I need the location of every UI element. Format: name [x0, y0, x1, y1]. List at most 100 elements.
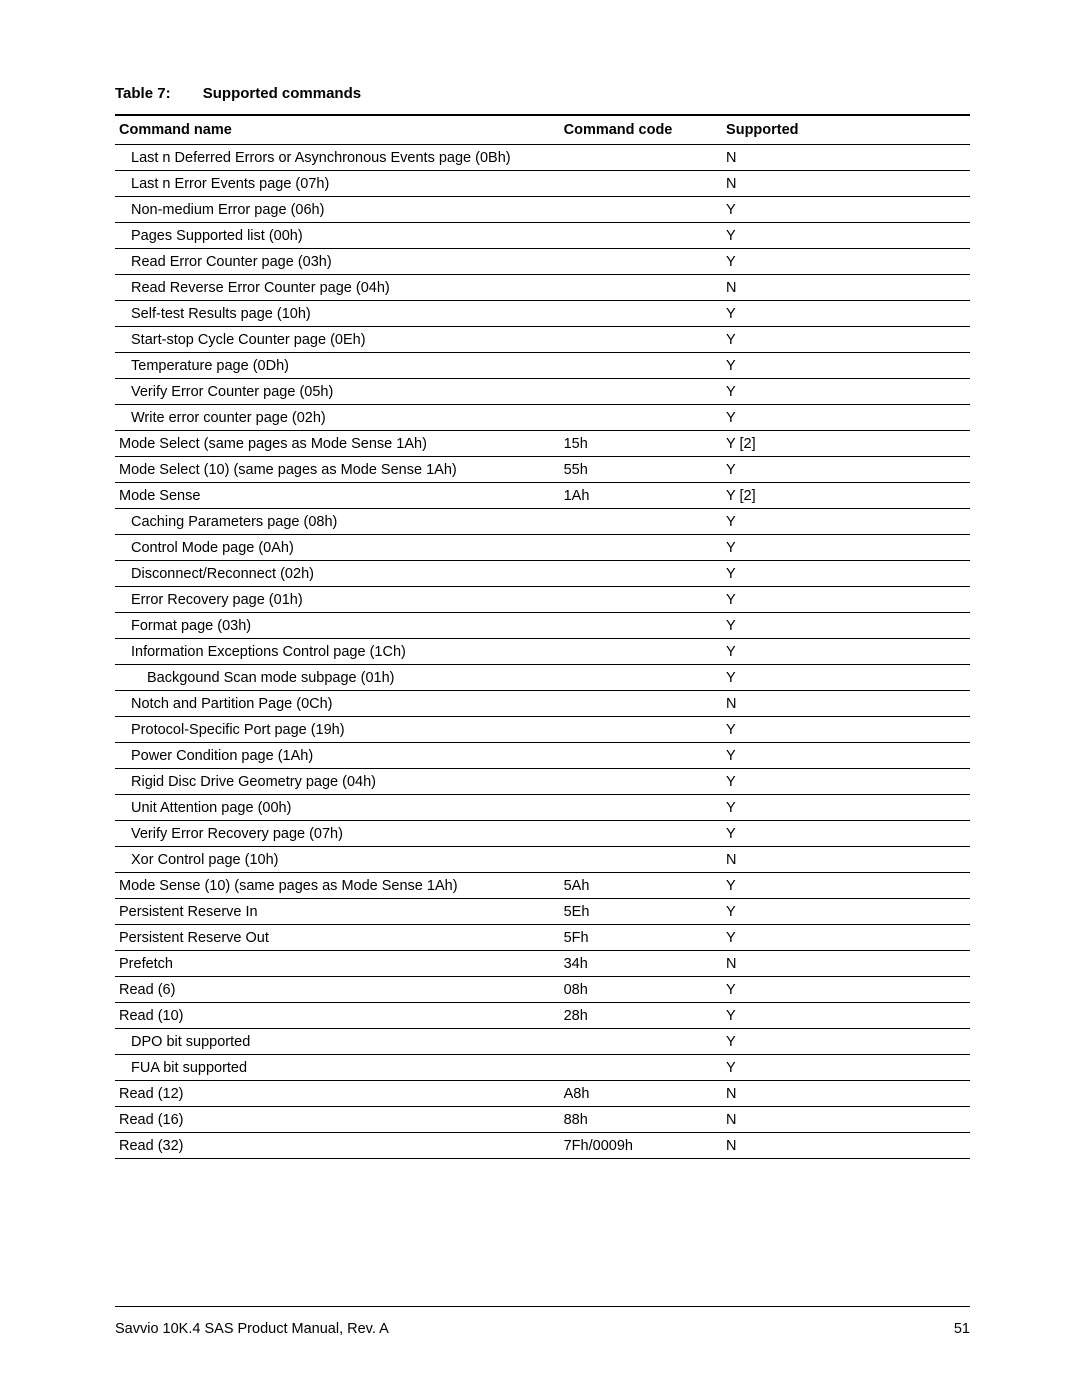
- table-row: Unit Attention page (00h)Y: [115, 795, 970, 821]
- cell-command-code: [560, 301, 722, 327]
- table-row: Persistent Reserve In5EhY: [115, 899, 970, 925]
- cell-command-name: Xor Control page (10h): [115, 847, 560, 873]
- cell-command-name: Verify Error Counter page (05h): [115, 379, 560, 405]
- cell-supported: Y: [722, 639, 970, 665]
- cell-command-code: 34h: [560, 951, 722, 977]
- table-number: Table 7:: [115, 85, 171, 102]
- cell-command-code: [560, 379, 722, 405]
- table-row: Power Condition page (1Ah)Y: [115, 743, 970, 769]
- footer-left: Savvio 10K.4 SAS Product Manual, Rev. A: [115, 1321, 389, 1337]
- table-row: Protocol-Specific Port page (19h) Y: [115, 717, 970, 743]
- cell-command-code: 5Fh: [560, 925, 722, 951]
- footer-right: 51: [954, 1321, 970, 1337]
- cell-command-code: [560, 171, 722, 197]
- table-row: Read (10)28hY: [115, 1003, 970, 1029]
- table-row: Read (32)7Fh/0009hN: [115, 1133, 970, 1159]
- cell-command-code: 1Ah: [560, 483, 722, 509]
- table-row: Read Reverse Error Counter page (04h)N: [115, 275, 970, 301]
- table-row: Mode Select (same pages as Mode Sense 1A…: [115, 431, 970, 457]
- cell-supported: Y: [722, 301, 970, 327]
- cell-command-name: Rigid Disc Drive Geometry page (04h): [115, 769, 560, 795]
- cell-supported: Y: [722, 405, 970, 431]
- table-row: DPO bit supportedY: [115, 1029, 970, 1055]
- cell-supported: N: [722, 275, 970, 301]
- cell-command-name: Mode Select (10) (same pages as Mode Sen…: [115, 457, 560, 483]
- cell-command-code: [560, 145, 722, 171]
- cell-command-name: Notch and Partition Page (0Ch): [115, 691, 560, 717]
- cell-command-code: [560, 613, 722, 639]
- cell-supported: Y: [722, 223, 970, 249]
- cell-supported: Y: [722, 769, 970, 795]
- cell-command-code: [560, 769, 722, 795]
- table-row: Write error counter page (02h) Y: [115, 405, 970, 431]
- col-header-name: Command name: [115, 115, 560, 145]
- cell-command-name: Last n Error Events page (07h): [115, 171, 560, 197]
- cell-command-code: [560, 327, 722, 353]
- cell-command-name: Unit Attention page (00h): [115, 795, 560, 821]
- cell-command-code: A8h: [560, 1081, 722, 1107]
- cell-command-name: FUA bit supported: [115, 1055, 560, 1081]
- cell-command-name: Read (10): [115, 1003, 560, 1029]
- table-title: Supported commands: [203, 85, 361, 102]
- cell-command-code: 7Fh/0009h: [560, 1133, 722, 1159]
- cell-supported: N: [722, 1107, 970, 1133]
- table-row: Verify Error Recovery page (07h)Y: [115, 821, 970, 847]
- cell-command-code: [560, 691, 722, 717]
- cell-supported: Y: [722, 249, 970, 275]
- table-row: Pages Supported list (00h) Y: [115, 223, 970, 249]
- table-row: Start-stop Cycle Counter page (0Eh)Y: [115, 327, 970, 353]
- cell-supported: Y: [722, 1055, 970, 1081]
- cell-supported: Y: [722, 353, 970, 379]
- table-row: Mode Select (10) (same pages as Mode Sen…: [115, 457, 970, 483]
- table-row: Control Mode page (0Ah)Y: [115, 535, 970, 561]
- page-footer: Savvio 10K.4 SAS Product Manual, Rev. A …: [115, 1306, 970, 1337]
- cell-command-code: 28h: [560, 1003, 722, 1029]
- cell-command-name: Write error counter page (02h): [115, 405, 560, 431]
- cell-supported: Y: [722, 561, 970, 587]
- cell-command-code: 15h: [560, 431, 722, 457]
- table-row: Caching Parameters page (08h)Y: [115, 509, 970, 535]
- cell-supported: Y: [722, 587, 970, 613]
- cell-command-code: [560, 717, 722, 743]
- cell-command-code: [560, 535, 722, 561]
- table-row: Last n Deferred Errors or Asynchronous E…: [115, 145, 970, 171]
- cell-command-name: Protocol-Specific Port page (19h): [115, 717, 560, 743]
- cell-command-code: [560, 275, 722, 301]
- table-row: Error Recovery page (01h) Y: [115, 587, 970, 613]
- cell-command-code: 08h: [560, 977, 722, 1003]
- cell-command-code: [560, 197, 722, 223]
- cell-supported: Y: [722, 197, 970, 223]
- cell-command-code: [560, 743, 722, 769]
- table-row: Temperature page (0Dh)Y: [115, 353, 970, 379]
- cell-supported: Y: [722, 457, 970, 483]
- table-row: Prefetch34hN: [115, 951, 970, 977]
- cell-command-code: [560, 587, 722, 613]
- cell-command-code: [560, 561, 722, 587]
- cell-command-code: 88h: [560, 1107, 722, 1133]
- cell-command-name: Non-medium Error page (06h): [115, 197, 560, 223]
- table-row: Read (6)08hY: [115, 977, 970, 1003]
- cell-supported: N: [722, 171, 970, 197]
- cell-command-name: Self-test Results page (10h): [115, 301, 560, 327]
- cell-supported: Y: [722, 613, 970, 639]
- table-row: Read Error Counter page (03h)Y: [115, 249, 970, 275]
- cell-command-name: Pages Supported list (00h): [115, 223, 560, 249]
- cell-supported: Y: [722, 535, 970, 561]
- cell-command-name: Read (16): [115, 1107, 560, 1133]
- cell-supported: N: [722, 145, 970, 171]
- cell-command-code: [560, 249, 722, 275]
- cell-command-name: Mode Sense: [115, 483, 560, 509]
- cell-supported: Y: [722, 873, 970, 899]
- table-caption: Table 7: Supported commands: [115, 85, 970, 102]
- cell-command-name: Read (6): [115, 977, 560, 1003]
- cell-command-name: Backgound Scan mode subpage (01h): [115, 665, 560, 691]
- cell-supported: Y: [722, 1003, 970, 1029]
- cell-command-name: Error Recovery page (01h): [115, 587, 560, 613]
- cell-supported: Y: [722, 717, 970, 743]
- cell-supported: Y [2]: [722, 431, 970, 457]
- cell-command-name: Last n Deferred Errors or Asynchronous E…: [115, 145, 560, 171]
- col-header-supported: Supported: [722, 115, 970, 145]
- cell-command-name: Persistent Reserve In: [115, 899, 560, 925]
- table-row: Persistent Reserve Out5FhY: [115, 925, 970, 951]
- cell-supported: N: [722, 847, 970, 873]
